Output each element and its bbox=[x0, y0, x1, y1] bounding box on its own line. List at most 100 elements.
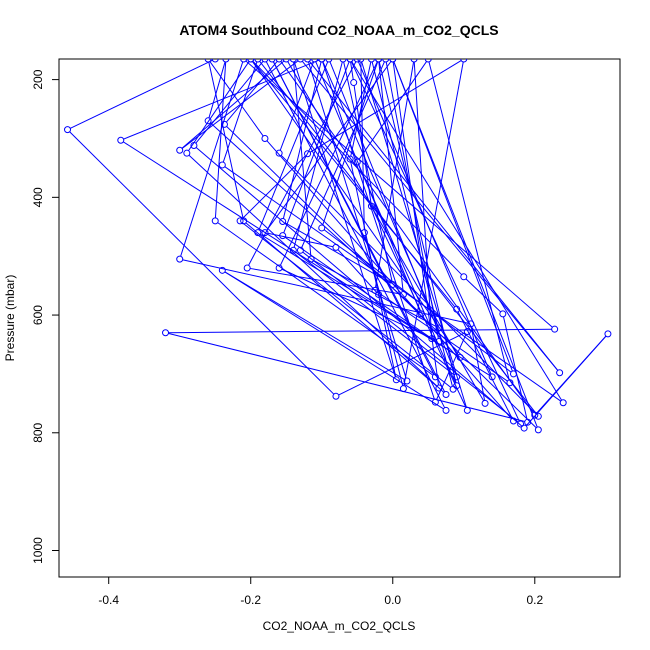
data-point bbox=[453, 305, 461, 313]
x-tick-label: -0.2 bbox=[240, 593, 261, 607]
data-point bbox=[604, 330, 612, 338]
series-segment bbox=[224, 271, 444, 410]
data-point bbox=[162, 329, 170, 337]
series-segment bbox=[283, 61, 350, 234]
y-tick-label: 800 bbox=[31, 422, 45, 442]
series-segment bbox=[208, 61, 244, 219]
data-point bbox=[275, 264, 283, 272]
data-point bbox=[318, 224, 326, 232]
data-point bbox=[524, 418, 532, 426]
data-point bbox=[375, 59, 383, 63]
series-segment bbox=[358, 61, 428, 160]
data-point bbox=[559, 399, 567, 407]
data-point bbox=[332, 392, 340, 400]
data-point bbox=[442, 391, 450, 399]
series-segment bbox=[280, 60, 534, 414]
data-point bbox=[534, 412, 542, 420]
series-segment bbox=[293, 61, 312, 257]
data-point bbox=[318, 59, 326, 63]
data-point bbox=[275, 59, 283, 63]
data-point bbox=[531, 411, 539, 419]
data-point bbox=[435, 384, 443, 392]
data-point bbox=[332, 243, 340, 251]
data-point bbox=[261, 229, 269, 237]
series-segment bbox=[69, 131, 335, 395]
chart-title: ATOM4 Southbound CO2_NOAA_m_CO2_QCLS bbox=[179, 22, 498, 38]
series-segment bbox=[323, 229, 512, 373]
data-point bbox=[64, 126, 72, 134]
data-point bbox=[218, 161, 226, 169]
data-point bbox=[488, 373, 496, 381]
series-segment bbox=[403, 61, 464, 386]
y-tick-label: 600 bbox=[31, 305, 45, 325]
data-point bbox=[360, 229, 368, 237]
data-point bbox=[279, 232, 287, 240]
data-point bbox=[339, 59, 347, 63]
data-point bbox=[442, 406, 450, 414]
x-tick-label: -0.4 bbox=[98, 593, 119, 607]
series-segment bbox=[281, 268, 437, 341]
series-segment bbox=[378, 61, 457, 384]
data-point bbox=[428, 335, 436, 343]
series-segment bbox=[265, 61, 446, 409]
series-segment bbox=[279, 61, 315, 151]
series-segment bbox=[182, 259, 469, 324]
series-segment bbox=[393, 61, 513, 372]
data-point bbox=[392, 376, 400, 384]
data-point bbox=[211, 59, 219, 63]
data-point bbox=[463, 328, 471, 336]
series-segment bbox=[350, 161, 397, 378]
series-segment bbox=[259, 60, 537, 415]
data-point bbox=[176, 146, 184, 154]
data-point bbox=[204, 59, 212, 63]
series-segment bbox=[502, 316, 528, 420]
series-segment bbox=[457, 311, 513, 419]
data-point bbox=[460, 59, 468, 63]
data-point bbox=[296, 246, 304, 254]
series-segment bbox=[180, 61, 244, 257]
series-segment bbox=[293, 61, 396, 378]
data-point bbox=[431, 398, 439, 406]
series-segment bbox=[181, 60, 285, 149]
series-segment bbox=[372, 208, 467, 409]
series-segment bbox=[248, 61, 357, 266]
data-point bbox=[463, 406, 471, 414]
data-point bbox=[520, 424, 528, 432]
y-tick-label: 1000 bbox=[31, 537, 45, 564]
data-point bbox=[453, 382, 461, 390]
data-point bbox=[435, 338, 443, 346]
data-point bbox=[176, 255, 184, 263]
data-point bbox=[357, 59, 365, 63]
data-point bbox=[353, 158, 361, 166]
y-axis-label: Pressure (mbar) bbox=[3, 275, 17, 362]
data-point bbox=[424, 59, 432, 63]
series-segment bbox=[343, 61, 393, 282]
series-segment bbox=[470, 326, 486, 401]
data-point bbox=[220, 120, 228, 128]
data-point bbox=[304, 150, 312, 158]
x-axis-label: CO2_NOAA_m_CO2_QCLS bbox=[263, 619, 416, 633]
series-segment bbox=[225, 60, 278, 123]
data-point bbox=[499, 310, 507, 318]
data-point bbox=[467, 320, 475, 328]
data-point bbox=[243, 264, 251, 272]
data-point bbox=[190, 142, 198, 150]
data-point bbox=[435, 324, 443, 332]
data-point bbox=[410, 59, 418, 63]
data-point bbox=[481, 399, 489, 407]
data-point bbox=[222, 59, 230, 63]
data-point bbox=[254, 59, 262, 63]
plot-frame bbox=[58, 58, 621, 578]
data-point bbox=[211, 217, 219, 225]
y-axis: 200 400 600 800 1000 bbox=[31, 69, 59, 564]
data-point bbox=[460, 273, 468, 281]
data-point bbox=[261, 59, 269, 63]
data-point bbox=[261, 134, 269, 142]
series-segment bbox=[377, 291, 508, 382]
series-segment bbox=[282, 61, 322, 219]
data-point bbox=[399, 290, 407, 298]
data-point bbox=[403, 377, 411, 385]
series-segment bbox=[217, 222, 434, 376]
series-segment bbox=[350, 61, 520, 422]
